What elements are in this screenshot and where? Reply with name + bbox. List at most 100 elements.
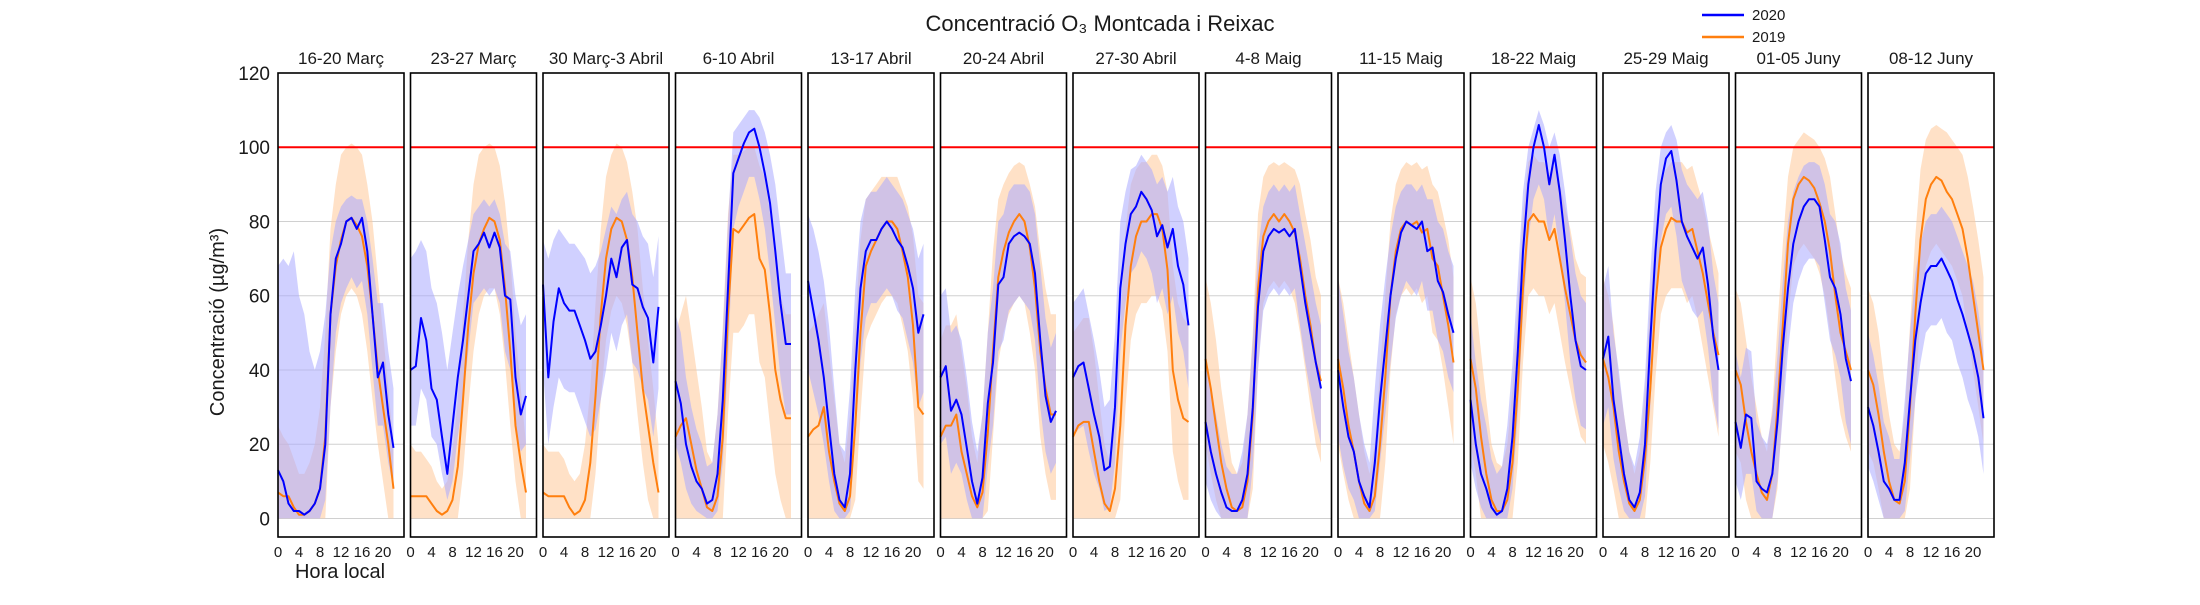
- x-tick-label: 0: [274, 544, 282, 561]
- x-tick-label: 16: [1679, 544, 1696, 561]
- x-tick-label: 12: [1790, 544, 1807, 561]
- x-tick-label: 12: [598, 544, 615, 561]
- panel-frame: [1072, 72, 1200, 538]
- panel-title: 01-05 Juny: [1756, 49, 1841, 68]
- chart-legend: 2020 2019: [1702, 7, 1785, 46]
- band-2020: [1735, 162, 1851, 519]
- panel-frame: [1602, 72, 1730, 538]
- band-2020: [1338, 184, 1454, 519]
- panel-frame: [1867, 72, 1995, 538]
- x-tick-label: 0: [406, 544, 414, 561]
- band-2020: [1868, 206, 1984, 519]
- x-tick-label: 20: [1302, 544, 1319, 561]
- x-tick-label: 12: [1525, 544, 1542, 561]
- x-tick-label: 16: [486, 544, 503, 561]
- panel-frame: [939, 72, 1068, 538]
- x-tick-label: 8: [581, 544, 589, 561]
- band-2020: [1603, 125, 1719, 519]
- series-2020-line: [1734, 198, 1852, 494]
- x-tick-label: 12: [1128, 544, 1145, 561]
- panel-12: 01-05 Juny 0 4 8 12 16 20: [1731, 49, 1863, 561]
- x-tick-label: 0: [804, 544, 812, 561]
- x-tick-label: 0: [1201, 544, 1209, 561]
- panel-frame: [1337, 72, 1465, 538]
- legend-label: 2020: [1752, 7, 1785, 24]
- panel-title: 18-22 Maig: [1491, 49, 1576, 68]
- series-2020-line: [674, 127, 791, 505]
- band-2020: [940, 184, 1056, 519]
- panel-9: 11-15 Maig 0 4 8 12 16 20: [1334, 49, 1465, 561]
- x-tick-label: 4: [295, 544, 303, 561]
- series-2020-line: [542, 239, 660, 379]
- series-2020-line: [1469, 124, 1587, 516]
- panel-title: 30 Març-3 Abril: [549, 49, 663, 68]
- x-tick-label: 8: [1641, 544, 1649, 561]
- panel-7: 27-30 Abril 0 4 8 12 16 20: [1069, 49, 1200, 561]
- panel-title: 08-12 Juny: [1889, 49, 1974, 68]
- x-tick-label: 16: [1016, 544, 1033, 561]
- x-tick-label: 16: [1281, 544, 1298, 561]
- panel-title: 20-24 Abril: [963, 49, 1044, 68]
- y-tick-label: 20: [249, 435, 270, 456]
- panel-10: 18-22 Maig 0 4 8 12 16 20: [1466, 49, 1598, 561]
- panel-title: 25-29 Maig: [1623, 49, 1708, 68]
- x-axis-label: Hora local: [295, 561, 385, 583]
- x-tick-label: 4: [1752, 544, 1760, 561]
- x-tick-label: 0: [1731, 544, 1739, 561]
- series-2019-line: [542, 216, 660, 516]
- series-2020-line: [1204, 227, 1322, 512]
- panel-frame: [807, 72, 935, 538]
- series-2019-line: [807, 220, 925, 512]
- x-tick-label: 4: [1620, 544, 1628, 561]
- panel-title: 27-30 Abril: [1095, 49, 1176, 68]
- panel-6: 20-24 Abril 0 4 8 12 16 20: [936, 49, 1068, 561]
- y-tick-label: 0: [259, 509, 270, 530]
- y-tick-label: 120: [238, 64, 270, 85]
- x-tick-label: 20: [1567, 544, 1584, 561]
- series-2020-line: [1867, 257, 1985, 501]
- x-tick-label: 4: [1222, 544, 1230, 561]
- panel-frame: [1469, 72, 1598, 538]
- band-2019: [675, 147, 791, 519]
- series-2020-line: [807, 220, 925, 509]
- x-tick-label: 0: [1864, 544, 1872, 561]
- x-tick-label: 0: [671, 544, 679, 561]
- x-tick-label: 12: [1393, 544, 1410, 561]
- x-tick-label: 20: [1965, 544, 1982, 561]
- x-tick-label: 8: [1111, 544, 1119, 561]
- series-2020-line: [409, 231, 527, 475]
- x-tick-label: 8: [978, 544, 986, 561]
- band-2020: [675, 110, 791, 519]
- band-2020: [1470, 110, 1586, 519]
- x-tick-label: 4: [1090, 544, 1098, 561]
- series-2019-line: [674, 213, 791, 512]
- x-tick-label: 16: [619, 544, 636, 561]
- x-tick-label: 4: [1355, 544, 1363, 561]
- panel-title: 16-20 Març: [298, 49, 384, 68]
- x-tick-label: 12: [1260, 544, 1277, 561]
- x-tick-label: 16: [1546, 544, 1563, 561]
- x-tick-label: 12: [1658, 544, 1675, 561]
- y-axis-label: Concentració (µg/m³): [207, 228, 229, 416]
- panel-frame: [277, 72, 405, 538]
- x-tick-label: 20: [1832, 544, 1849, 561]
- panel-1: 16-20 Març 0 4 8 12 16 20: [274, 49, 405, 561]
- x-tick-label: 0: [1599, 544, 1607, 561]
- series-2020-line: [277, 216, 395, 516]
- panel-frame: [542, 72, 670, 538]
- x-tick-label: 4: [957, 544, 965, 561]
- panel-5: 13-17 Abril 0 4 8 12 16 20: [804, 49, 935, 561]
- x-tick-label: 0: [539, 544, 547, 561]
- x-tick-label: 16: [884, 544, 901, 561]
- series-2019-line: [1204, 213, 1322, 512]
- panel-13: 08-12 Juny 0 4 8 12 16 20: [1864, 49, 1995, 561]
- y-tick-label: 80: [249, 212, 270, 233]
- panel-8: 4-8 Maig 0 4 8 12 16 20: [1201, 49, 1333, 561]
- x-tick-label: 8: [713, 544, 721, 561]
- band-2019: [1868, 125, 1984, 519]
- series-2020-line: [1072, 190, 1190, 472]
- x-tick-label: 4: [825, 544, 833, 561]
